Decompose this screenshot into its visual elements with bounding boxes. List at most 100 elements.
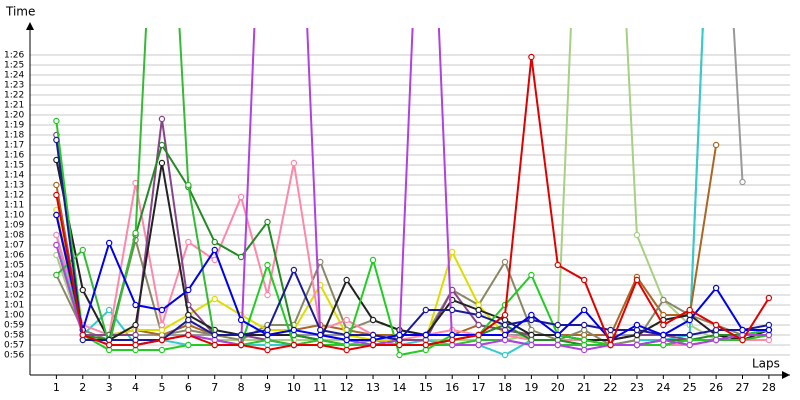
x-tick-label: 22 [604,381,618,394]
y-tick-label: 1:10 [4,211,24,221]
data-point [317,258,324,266]
y-tick-label: 1:04 [4,271,24,281]
data-point [264,346,271,354]
data-point [712,321,720,329]
data-point [211,256,218,264]
data-point [396,331,403,339]
y-tick-label: 1:13 [4,181,24,191]
x-tick-label: 19 [524,381,538,394]
y-tick-label: 1:18 [4,131,24,141]
y-tick-label: 1:16 [4,151,24,161]
series-line [55,159,770,342]
x-tick-label: 9 [264,381,271,394]
data-point [475,321,482,329]
data-point [660,331,667,339]
series-line [55,56,770,352]
data-point [79,246,86,254]
data-point [211,238,218,246]
data-point [422,341,430,349]
data-point [396,351,403,359]
data-point [422,306,430,314]
x-tick-label: 11 [313,381,327,394]
x-arrow [782,371,790,379]
x-tick-label: 21 [577,381,591,394]
data-point [686,306,693,314]
data-point [712,141,720,149]
y-tick-label: 1:05 [4,261,24,271]
data-point [633,341,641,349]
data-point [211,295,218,303]
y-tick-label: 1:24 [4,71,24,81]
data-point [528,271,535,279]
data-point [132,321,139,329]
y-tick-label: 1:00 [4,311,24,321]
data-point [211,246,218,254]
y-arrow [26,22,34,30]
x-tick-label: 4 [132,381,139,394]
data-point [132,301,139,309]
y-tick-label: 0:57 [4,341,24,351]
y-tick-label: 1:08 [4,231,24,241]
data-point [343,316,350,324]
data-point [501,331,509,339]
data-point [237,253,245,261]
x-tick-label: 18 [498,381,512,394]
data-point [53,211,60,219]
data-point [105,306,113,314]
data-point [580,306,588,314]
x-tick-label: 6 [185,381,192,394]
x-tick-label: 2 [79,381,86,394]
y-tick-label: 1:25 [4,61,24,71]
data-point [343,276,350,284]
data-point [158,336,166,344]
data-point [607,326,614,334]
data-point [290,159,298,167]
data-point [449,336,456,344]
data-point [290,326,298,334]
data-point [686,316,693,324]
data-point [237,331,245,339]
data-point [264,291,271,299]
data-point [264,331,271,339]
data-point [290,266,298,274]
y-tick-label: 0:56 [4,351,24,361]
series-line [55,214,769,342]
data-point [369,256,377,264]
data-point [501,311,509,319]
data-point [158,159,166,167]
data-point [475,331,482,339]
x-tick-label: 27 [736,381,750,394]
data-point [317,341,324,349]
x-tick-label: 8 [238,381,245,394]
y-tick-label: 1:20 [4,111,24,121]
series-line [55,120,770,357]
data-point [607,341,614,349]
data-point [132,229,139,237]
data-point [53,117,60,125]
data-point [105,239,113,247]
x-tick-label: 1 [53,381,60,394]
x-axis-title: Laps [752,357,780,371]
y-tick-label: 1:21 [4,101,24,111]
y-tick-label: 1:09 [4,221,24,231]
data-point [369,341,377,349]
grid [30,54,790,356]
data-point [554,321,561,329]
data-point [185,341,192,349]
x-tick-label: 15 [419,381,433,394]
data-point [449,248,456,256]
data-point [554,261,561,269]
data-point [739,336,746,344]
data-point [132,341,139,349]
data-point [264,218,271,226]
data-point [53,181,60,189]
data-point [633,231,641,239]
data-point [580,276,588,284]
y-tick-label: 1:11 [4,201,24,211]
data-point [158,346,166,354]
data-point [369,316,377,324]
series-line [55,118,769,346]
x-tick-label: 10 [287,381,301,394]
y-tick-label: 1:03 [4,281,24,291]
x-tick-label: 3 [106,381,113,394]
